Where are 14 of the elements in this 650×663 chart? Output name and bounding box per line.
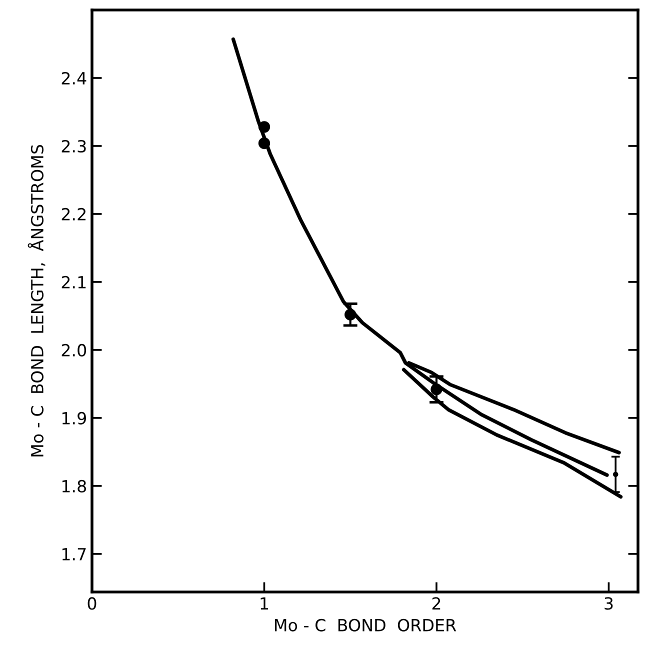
y-tick-label: 2.1 bbox=[62, 276, 86, 288]
x-tick-label: 3 bbox=[604, 597, 613, 610]
y-tick-label: 1.8 bbox=[62, 480, 86, 493]
y-tick-label: 1.9 bbox=[62, 412, 86, 425]
x-tick-label: 1 bbox=[260, 597, 268, 610]
x-tick-label: 0 bbox=[88, 597, 96, 610]
y-tick-label: 2.2 bbox=[62, 208, 86, 220]
y-tick-label: 2.3 bbox=[62, 140, 86, 153]
y-axis-title: Mo - C BOND LENGTH, ÅNGSTROMS bbox=[28, 144, 46, 456]
x-axis-title: Mo - C BOND ORDER bbox=[275, 618, 456, 632]
y-tick-label: 2.4 bbox=[62, 72, 86, 84]
x-tick-label: 2 bbox=[432, 597, 440, 610]
y-tick-label: 2.0 bbox=[62, 344, 86, 357]
y-tick-label: 1.7 bbox=[62, 548, 86, 560]
